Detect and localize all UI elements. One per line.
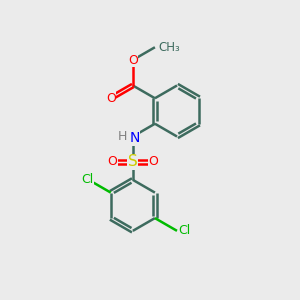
Text: S: S — [128, 154, 138, 169]
Text: Cl: Cl — [178, 224, 191, 237]
Text: N: N — [129, 131, 140, 145]
Text: H: H — [118, 130, 128, 143]
Text: CH₃: CH₃ — [158, 41, 180, 54]
Text: O: O — [128, 53, 138, 67]
Text: Cl: Cl — [81, 173, 93, 186]
Text: O: O — [106, 92, 116, 105]
Text: O: O — [107, 155, 117, 169]
Text: O: O — [148, 155, 158, 169]
